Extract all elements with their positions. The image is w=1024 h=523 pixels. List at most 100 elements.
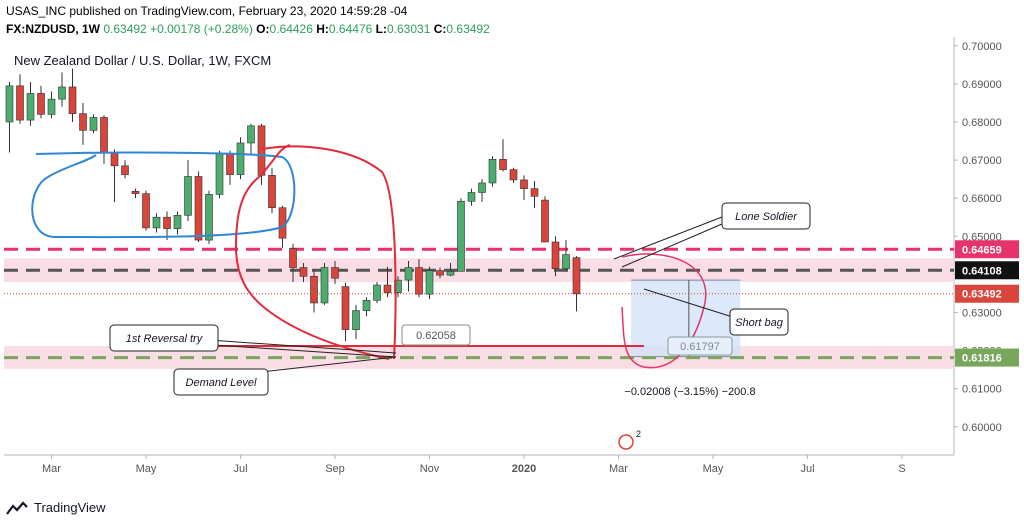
candle-body [562, 254, 570, 269]
close-value: 0.63492 [446, 22, 490, 36]
footer-brand[interactable]: TradingView [34, 500, 106, 515]
candle-body [268, 175, 276, 209]
high-value: 0.64476 [328, 22, 373, 36]
candle-body [173, 215, 182, 229]
demand-level-label-box [173, 368, 269, 396]
ohlc-line: FX:NZDUSD, 1W 0.63492 +0.00178 (+0.28%) … [6, 22, 490, 36]
candle-body [47, 98, 56, 115]
x-tick-label: 2020 [512, 463, 536, 475]
y-tick-label: 0.66000 [962, 193, 1002, 205]
level-064108-tag [955, 261, 1019, 280]
y-tick-label: 0.60000 [962, 422, 1002, 434]
event-badge-icon [618, 434, 634, 450]
symbol-label: FX:NZDUSD, 1W [6, 22, 100, 36]
candle-body [457, 200, 465, 272]
candle-body [488, 159, 497, 184]
level-063492-tag [955, 284, 1019, 303]
red-decline-loop [234, 144, 397, 360]
y-tick-label: 0.68000 [962, 117, 1002, 129]
candle-body [310, 275, 318, 304]
first-reversal-label: 1st Reversal try [126, 333, 204, 345]
first-reversal-label-box [109, 324, 219, 352]
footer: TradingView [6, 500, 106, 515]
candle-body [16, 85, 24, 121]
candle-body [58, 86, 66, 100]
x-tick-label: May [703, 463, 724, 475]
x-tick-label: Jul [233, 463, 247, 475]
candle-body [184, 176, 192, 216]
y-tick-label: 0.70000 [962, 41, 1002, 53]
price-062058-box [401, 324, 471, 346]
candle-body [394, 279, 402, 293]
short-bag-label: Short bag [735, 317, 784, 329]
candle-body [26, 93, 35, 121]
low-label: L: [375, 22, 387, 36]
high-label: H: [316, 22, 329, 36]
candle-body [110, 152, 119, 167]
price-061797: 0.61797 [680, 341, 720, 353]
lone-soldier-label: Lone Soldier [735, 211, 798, 223]
candle-body [142, 193, 150, 229]
candle-body [163, 216, 171, 229]
candle-body [352, 310, 360, 330]
x-tick-label: Nov [420, 463, 440, 475]
candle-body [499, 159, 507, 170]
candle-body [415, 267, 423, 295]
candle-body [362, 299, 371, 311]
candle-body [236, 142, 245, 175]
candle-body [331, 267, 339, 279]
candle-body [446, 271, 455, 276]
candle-body [289, 248, 297, 268]
candle-body [467, 192, 476, 202]
price-chart[interactable]: Lone Soldier Short bag 1st Reversal try Dem… [4, 37, 1020, 485]
x-tick-label: Mar [609, 463, 628, 475]
candle-body [89, 117, 98, 131]
chart-area[interactable]: Lone Soldier Short bag 1st Reversal try Dem… [4, 37, 1020, 485]
last-price: 0.63492 [103, 22, 147, 36]
candle-body [320, 267, 329, 304]
blue-consolidation-loop [31, 151, 296, 239]
x-tick-label: May [136, 463, 157, 475]
tradingview-logo-icon [6, 500, 28, 515]
candle-body [551, 241, 560, 269]
short-bag-connector [643, 288, 740, 320]
level-061816-tag [955, 348, 1019, 367]
candle-body [404, 267, 413, 281]
candle-body [79, 113, 87, 131]
candle-body [299, 267, 308, 277]
y-tick-label: 0.63000 [962, 307, 1002, 319]
lone-soldier-label-box [721, 202, 811, 230]
candle-body [257, 125, 266, 176]
y-tick-label: 0.61000 [962, 384, 1002, 396]
lone-soldier-connector-2 [613, 216, 723, 260]
candle-body [194, 176, 203, 241]
short-bag-label-box [729, 308, 789, 336]
lone-soldier-connector [621, 223, 723, 268]
candle-body [436, 270, 444, 276]
candle-body [425, 270, 434, 295]
candle-body [121, 165, 129, 175]
open-label: O: [256, 22, 270, 36]
y-tick-label: 0.67000 [962, 155, 1002, 167]
candle-body [509, 169, 518, 181]
candle-body [541, 199, 549, 243]
candle-body [341, 286, 350, 330]
candle-body [520, 179, 528, 189]
x-tick-label: Mar [42, 463, 61, 475]
chart-title: New Zealand Dollar / U.S. Dollar, 1W, FX… [14, 53, 271, 68]
y-tick-label: 0.69000 [962, 79, 1002, 91]
publish-line: USAS_INC published on TradingView.com, F… [6, 4, 408, 18]
candle-body [215, 152, 224, 195]
candle-body [383, 284, 392, 293]
reversal-connector [213, 344, 397, 358]
candle-body [131, 191, 140, 194]
candle-body [478, 182, 486, 193]
level-064108-tag-label: 0.64108 [962, 265, 1002, 277]
demand-level-label: Demand Level [186, 377, 257, 389]
level-064659-tag [955, 240, 1019, 259]
candle-body [205, 194, 213, 241]
close-label: C: [433, 22, 447, 36]
x-tick-label: S [898, 463, 905, 475]
reversal-connector-2 [208, 339, 397, 354]
open-value: 0.64426 [269, 22, 313, 36]
